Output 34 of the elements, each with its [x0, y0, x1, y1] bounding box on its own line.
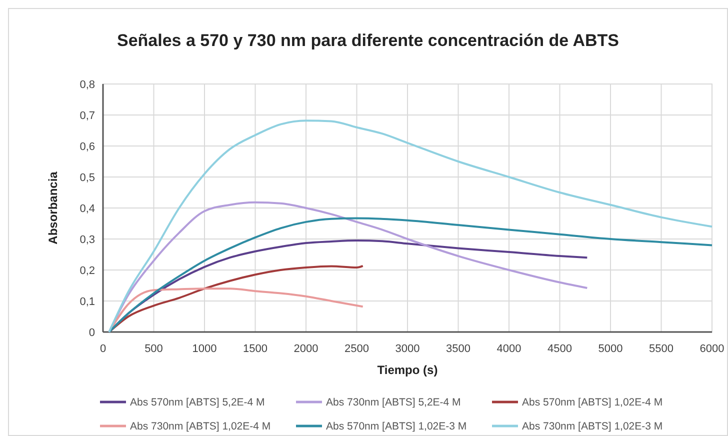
x-tick-label: 4500: [548, 343, 572, 355]
y-tick-label: 0,4: [80, 202, 95, 215]
x-tick-label: 2500: [344, 343, 369, 355]
x-tick-label: 5500: [649, 343, 674, 355]
y-tick-label: 0,5: [80, 172, 95, 184]
y-tick-label: 0,1: [80, 296, 95, 308]
line-series: [108, 264, 364, 333]
x-tick-label: 5000: [598, 343, 623, 355]
y-tick-label: 0,2: [80, 264, 95, 277]
x-tick-label: 4000: [496, 343, 522, 355]
x-tick-label: 500: [144, 343, 163, 355]
legend-label: Abs 570nm [ABTS] 5,2E-4 M: [130, 396, 265, 409]
x-tick-label: 3500: [446, 343, 470, 355]
x-tick-label: 1000: [192, 343, 217, 355]
x-tick-label: 0: [100, 343, 106, 355]
line-series: [108, 217, 713, 333]
legend-label: Abs 730nm [ABTS] 5,2E-4 M: [326, 396, 461, 409]
x-tick-label: 3000: [395, 343, 420, 355]
y-tick-label: 0,3: [80, 234, 95, 246]
legend-label: Abs 730nm [ABTS] 1,02E-4 M: [130, 420, 271, 433]
legend-label: Abs 570nm [ABTS] 1,02E-3 M: [326, 420, 467, 433]
y-tick-label: 0,7: [80, 110, 95, 122]
x-axis-title: Tiempo (s): [377, 363, 438, 377]
legend-label: Abs 570nm [ABTS] 1,02E-4 M: [522, 396, 663, 409]
x-tick-label: 6000: [700, 343, 724, 355]
legend-label: Abs 730nm [ABTS] 1,02E-3 M: [522, 420, 663, 433]
line-series: [108, 120, 713, 333]
y-axis-title: Absorbancia: [46, 171, 60, 244]
y-tick-label: 0,6: [80, 140, 95, 153]
y-tick-label: 0: [88, 326, 95, 339]
chart-title: Señales a 570 y 730 nm para diferente concentración de ABTS: [116, 31, 620, 50]
x-tick-label: 1500: [243, 343, 268, 355]
y-tick-label: 0,8: [80, 78, 95, 91]
x-tick-label: 2000: [294, 343, 318, 355]
